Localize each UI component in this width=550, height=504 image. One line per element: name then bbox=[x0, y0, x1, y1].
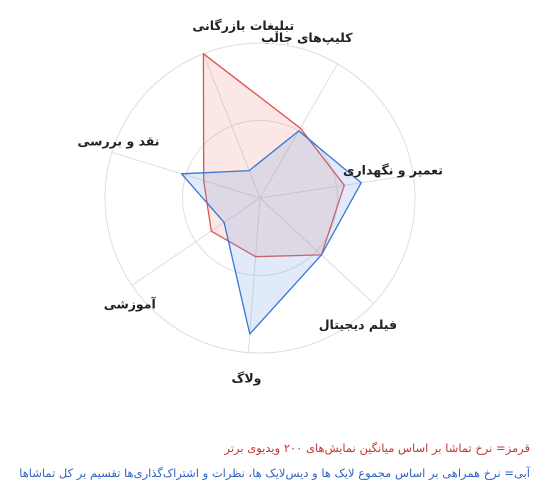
blue-series-note: آبی= نرخ همراهی بر اساس مجموع لایک ها و … bbox=[19, 466, 530, 480]
grid-spoke bbox=[111, 151, 261, 199]
axis-label: فیلم دیجیتال bbox=[319, 317, 397, 332]
axis-label: نقد و بررسی bbox=[78, 134, 160, 149]
chart-notes: قرمز= نرخ تماشا بر اساس میانگین نمایش‌ها… bbox=[10, 436, 530, 486]
axis-label: ولاگ bbox=[232, 370, 262, 386]
grid-spoke bbox=[259, 197, 374, 304]
grid-spoke bbox=[259, 174, 414, 199]
axis-label: تعمیر و نگهداری bbox=[343, 162, 443, 177]
grid-spoke bbox=[247, 197, 261, 353]
red-series-note: قرمز= نرخ تماشا بر اساس میانگین نمایش‌ها… bbox=[224, 441, 530, 455]
axis-label: کلیپ‌های جالب bbox=[261, 30, 353, 45]
grid-spoke bbox=[131, 197, 261, 286]
series-red-polygon bbox=[202, 53, 345, 258]
axis-label: آموزشی bbox=[104, 297, 157, 312]
grid-spoke bbox=[202, 53, 261, 199]
series-blue-polygon bbox=[180, 130, 362, 335]
grid-circle bbox=[182, 120, 338, 276]
axis-label: تبلیغات بازرگانی bbox=[192, 18, 294, 33]
grid-circle bbox=[104, 42, 416, 354]
radar-chart: کلیپ‌های جالب تعمیر و نگهداری فیلم دیجیتال… bbox=[78, 18, 443, 386]
